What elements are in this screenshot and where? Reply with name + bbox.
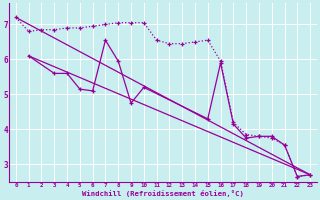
X-axis label: Windchill (Refroidissement éolien,°C): Windchill (Refroidissement éolien,°C)	[82, 190, 244, 197]
